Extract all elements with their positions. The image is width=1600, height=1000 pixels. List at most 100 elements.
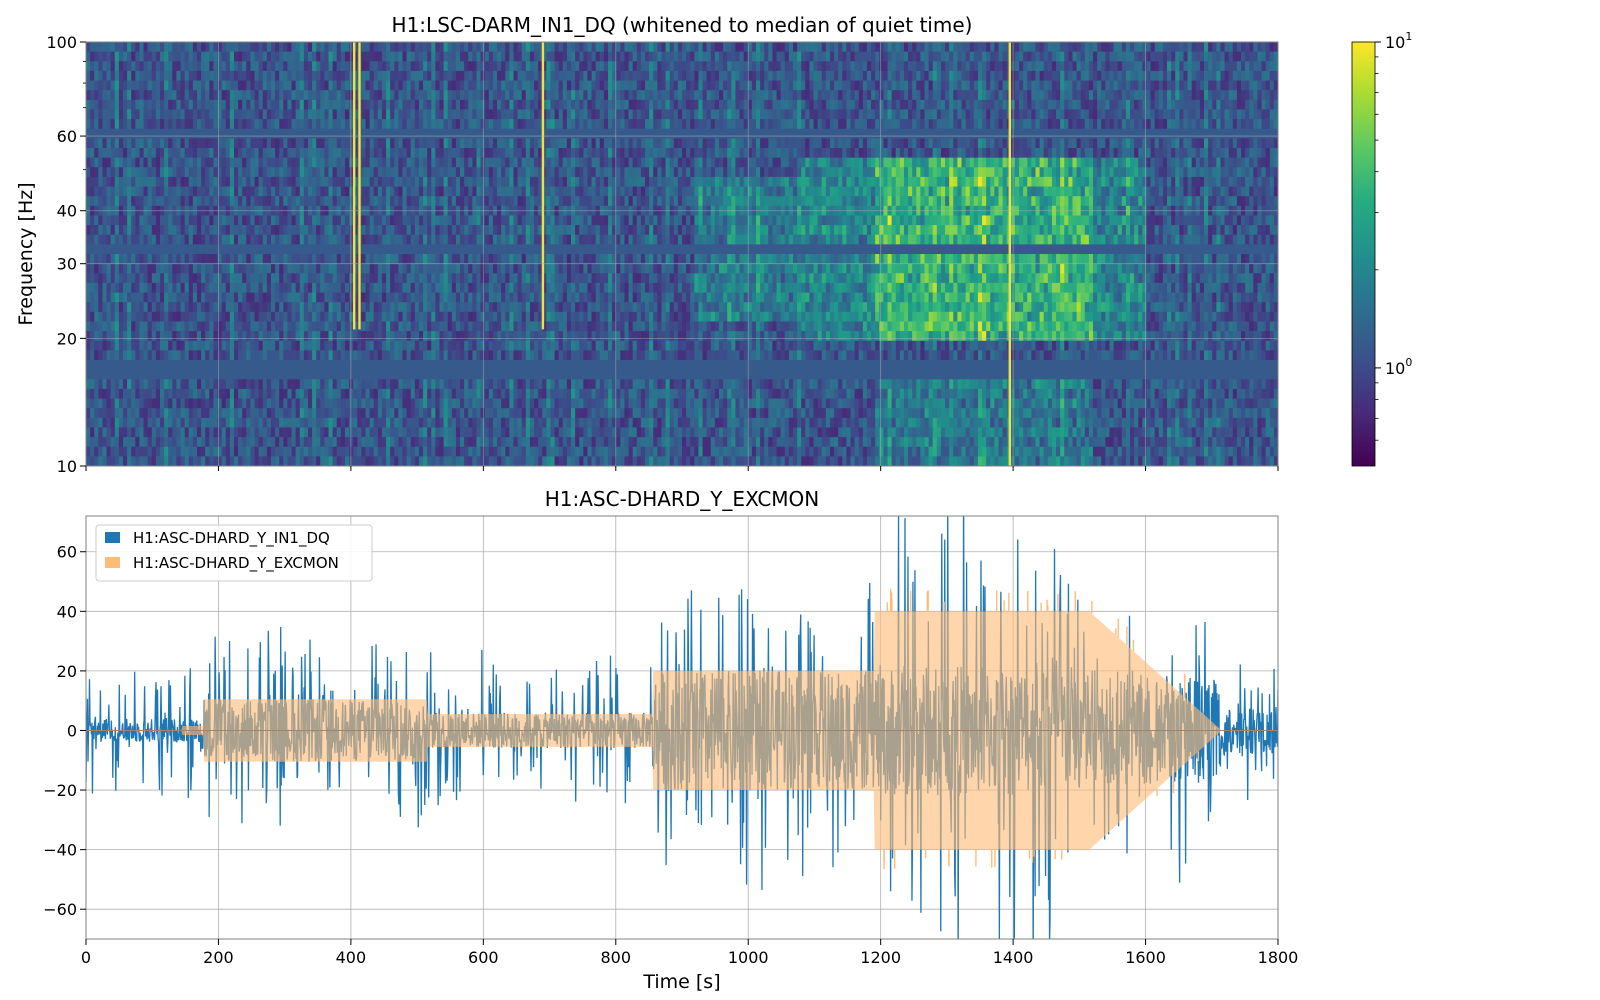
spectrogram-cell [381,427,387,438]
spectrogram-cell [390,80,395,91]
spectrogram-cell [295,350,301,361]
spectrogram-cell [381,388,387,400]
spectrogram-cell [427,109,432,120]
spectrogram-cell [151,157,157,168]
spectrogram-cell [209,350,215,361]
spectrogram-cell [106,427,112,438]
spectrogram-cell [505,51,510,62]
spectrogram-cell [316,51,321,62]
spectrogram-cell [299,388,305,400]
spectrogram-cell [102,321,108,332]
spectrogram-cell [394,90,399,101]
spectrogram-cell [464,167,469,178]
spectrogram-cell [443,360,449,371]
spectrogram-cell [472,80,478,91]
spectrogram-cell [102,244,108,255]
spectrogram-cell [529,321,535,332]
spectrogram-cell [246,427,252,438]
spectrogram-cell [377,388,383,400]
spectrogram-cell [431,51,436,62]
spectrogram-cell [357,408,362,419]
spectrogram-cell [291,61,297,72]
spectrogram-cell [221,196,227,207]
spectrogram-cell [460,331,465,342]
spectrogram-cell [90,80,95,91]
spectrogram-cell [320,254,325,265]
spectrogram-cell [538,369,543,380]
spectrogram-cell [225,446,231,457]
spectrogram-cell [114,176,120,188]
spectrogram-cell [336,311,342,323]
spectrogram-cell [106,292,112,303]
spectrogram-cell [410,456,416,466]
spectrogram-cell [196,128,202,139]
spectrogram-cell [90,282,95,294]
spectrogram-cell [369,138,375,149]
spectrogram-cell [534,254,539,265]
spectrogram-cell [492,254,498,265]
spectrogram-cell [316,215,321,226]
spectrogram-cell [279,417,284,429]
spectrogram-cell [299,282,305,294]
spectrogram-cell [118,379,124,390]
spectrogram-cell [131,70,136,82]
spectrogram-cell [377,80,383,91]
spectrogram-cell [410,215,416,226]
spectrogram-cell [262,99,268,111]
spectrogram-cell [110,292,116,303]
spectrogram-cell [353,234,358,245]
spectrogram-cell [233,437,239,448]
spectrogram-cell [423,128,428,139]
spectrogram-cell [509,176,515,188]
spectrogram-cell [275,446,280,457]
spectrogram-cell [229,282,235,294]
spectrogram-cell [283,90,289,101]
spectrogram-cell [176,196,182,207]
spectrogram-cell [188,437,194,448]
spectrogram-cell [299,148,305,159]
spectrogram-cell [225,61,231,72]
spectrogram-cell [538,398,543,409]
spectrogram-cell [279,186,284,197]
spectrogram-cell [164,340,169,351]
spectrogram-cell [435,215,441,226]
spectrogram-cell [316,80,321,91]
spectrogram-cell [353,379,358,390]
spectrogram-cell [90,302,95,313]
spectrogram-cell [201,273,206,284]
spectrogram-cell [517,282,523,294]
spectrogram-cell [155,80,161,91]
spectrogram-cell [151,80,157,91]
spectrogram-cell [221,456,227,466]
spectrogram-cell [98,42,104,53]
spectrogram-cell [303,225,309,236]
spectrogram-cell [205,138,210,149]
spectrogram-cell [497,176,502,188]
spectrogram-cell [192,215,198,226]
spectrogram-cell [275,292,280,303]
spectrogram-cell [262,176,268,188]
spectrogram-cell [353,99,358,111]
spectrogram-cell [217,215,223,226]
spectrogram-cell [270,446,276,457]
spectrogram-cell [270,196,276,207]
spectrogram-cell [509,408,515,419]
spectrogram-cell [451,456,457,466]
spectrogram-cell [538,437,543,448]
spectrogram-cell [262,311,268,323]
spectrogram-cell [550,186,556,197]
spectrogram-cell [423,360,428,371]
spectrogram-cell [155,244,161,255]
spectrogram-cell [151,369,157,380]
spectrogram-cell [497,417,502,429]
spectrogram-cell [135,311,141,323]
spectrogram-cell [188,225,194,236]
spectrogram-cell [529,138,535,149]
spectrogram-cell [373,408,379,419]
spectrogram-cell [172,128,178,139]
spectrogram-cell [168,186,173,197]
spectrogram-cell [122,225,128,236]
spectrogram-cell [258,388,264,400]
spectrogram-cell [414,360,420,371]
spectrogram-cell [373,148,379,159]
